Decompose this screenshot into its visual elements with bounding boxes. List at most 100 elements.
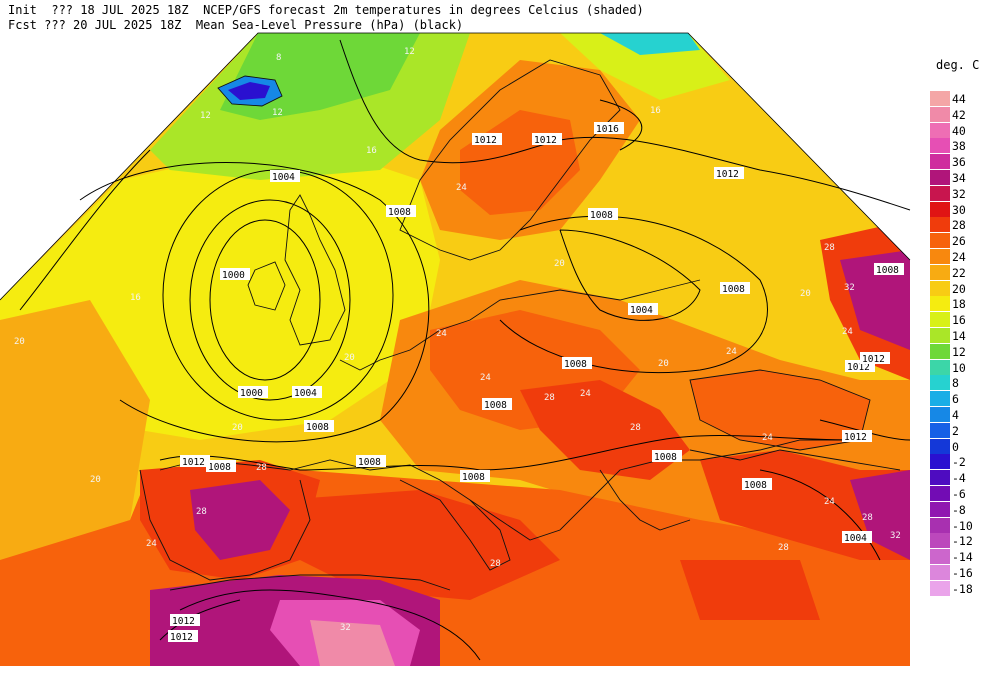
plabel-1004-c: 1004 (292, 386, 322, 399)
legend-value: 38 (952, 139, 966, 154)
legend-swatch (930, 138, 950, 154)
italy-coast (399, 479, 511, 571)
tlabel-24-d: 24 (842, 327, 853, 337)
legend-value: -8 (952, 502, 966, 517)
legend-swatch (930, 91, 950, 106)
legend-value: 44 (952, 92, 966, 106)
plabel-1012-e: 1012 (170, 614, 200, 627)
svg-text:1008: 1008 (722, 284, 745, 295)
legend-value: 18 (952, 297, 966, 312)
legend-swatch (930, 154, 950, 170)
svg-text:1004: 1004 (272, 172, 295, 183)
temp-zone-28-mediterranean (280, 490, 560, 600)
legend-swatch (930, 233, 950, 249)
tlabel-8: 8 (276, 53, 281, 63)
tlabel-28-c: 28 (544, 393, 555, 403)
greece-coast (599, 469, 691, 531)
temp-zone-8 (600, 33, 700, 55)
legend-value: -4 (952, 471, 966, 486)
legend-swatch (930, 217, 950, 233)
plabel-1008-b: 1008 (588, 208, 618, 221)
tlabel-20-d: 20 (344, 353, 355, 363)
plabel-1012-a: 1012 (472, 133, 502, 146)
tlabel-20-g: 20 (658, 359, 669, 369)
plabel-1008-j: 1008 (460, 470, 490, 483)
legend-value: 4 (952, 407, 959, 422)
svg-text:1004: 1004 (630, 305, 653, 316)
legend-value: 32 (952, 186, 966, 201)
tlabel-28-g: 28 (778, 543, 789, 553)
tlabel-28-b: 28 (490, 559, 501, 569)
svg-text:1012: 1012 (182, 457, 205, 468)
legend-swatch (930, 280, 950, 296)
svg-text:1000: 1000 (240, 388, 263, 399)
tlabel-24-e: 24 (824, 497, 835, 507)
svg-text:1012: 1012 (170, 632, 193, 643)
plabel-1012-c: 1012 (714, 167, 744, 180)
iceland-cold-core (228, 82, 270, 100)
tlabel-28-h: 28 (256, 463, 267, 473)
temp-zone-28-eastmed (680, 560, 820, 620)
temperature-labels: 12 12 12 16 16 16 20 20 20 20 20 20 20 2… (14, 47, 901, 633)
legend-value: 8 (952, 376, 959, 391)
legend-value: -18 (952, 581, 973, 596)
legend-swatch (930, 517, 950, 533)
legend-value: -14 (952, 550, 973, 565)
legend-swatch (930, 312, 950, 328)
legend-value: 28 (952, 218, 966, 233)
isobar-1004-poland (559, 229, 701, 321)
legend-swatch (930, 122, 950, 138)
iceland-coast (217, 75, 283, 107)
legend-value: 14 (952, 328, 966, 343)
svg-text:1004: 1004 (844, 533, 867, 544)
plabel-1004-d: 1004 (842, 531, 872, 544)
tlabel-20-b: 20 (90, 475, 101, 485)
svg-text:1000: 1000 (222, 270, 245, 281)
legend-value: 24 (952, 249, 966, 264)
tlabel-16-b: 16 (366, 146, 377, 156)
legend-value: 6 (952, 392, 959, 407)
legend-swatch (930, 359, 950, 375)
legend-swatch (930, 343, 950, 359)
tlabel-24-a: 24 (436, 329, 447, 339)
legend-value: 16 (952, 313, 966, 328)
tlabel-28-a: 28 (196, 507, 207, 517)
tlabel-24-h: 24 (762, 433, 773, 443)
temp-zone-34-mideast (850, 470, 910, 560)
legend-value: -10 (952, 518, 973, 533)
legend-swatch (930, 406, 950, 422)
svg-text:1008: 1008 (590, 210, 613, 221)
tlabel-20-e: 20 (554, 259, 565, 269)
tlabel-28-d: 28 (630, 423, 641, 433)
tlabel-24-f: 24 (146, 539, 157, 549)
plabel-1012-g: 1012 (842, 430, 872, 443)
isobar-1008-turkey (759, 469, 881, 561)
isobar-1012-caucasus (819, 419, 911, 441)
header-init-line: Init ??? 18 JUL 2025 18Z NCEP/GFS foreca… (8, 3, 644, 17)
svg-text:1012: 1012 (474, 135, 497, 146)
svg-text:1012: 1012 (716, 169, 739, 180)
legend-title: deg. C (936, 58, 980, 72)
tlabel-16-a: 16 (130, 293, 141, 303)
legend-value: 30 (952, 202, 966, 217)
north-coast (339, 279, 701, 371)
iberia-coast (139, 469, 311, 581)
legend-value: 34 (952, 170, 966, 185)
legend-value: 42 (952, 107, 966, 122)
ireland-coast (247, 261, 286, 311)
tlabel-28-f: 28 (862, 513, 873, 523)
svg-text:1008: 1008 (208, 462, 231, 473)
black-sea (690, 370, 870, 450)
legend-swatch (930, 106, 950, 122)
plabel-1012-h: 1012 (860, 352, 890, 365)
plabel-1000-b: 1000 (238, 386, 268, 399)
plabel-1008-g: 1008 (304, 420, 334, 433)
plabel-1008-h: 1008 (356, 455, 386, 468)
legend-swatch (930, 580, 950, 596)
temp-zone-22-atlantic (0, 300, 150, 560)
tlabel-20-c: 20 (232, 423, 243, 433)
legend-swatch (930, 549, 950, 565)
pressure-labels: 1016 1012 1012 1012 1008 1008 1008 1008 … (168, 122, 904, 643)
tlabel-16-c: 16 (650, 106, 661, 116)
